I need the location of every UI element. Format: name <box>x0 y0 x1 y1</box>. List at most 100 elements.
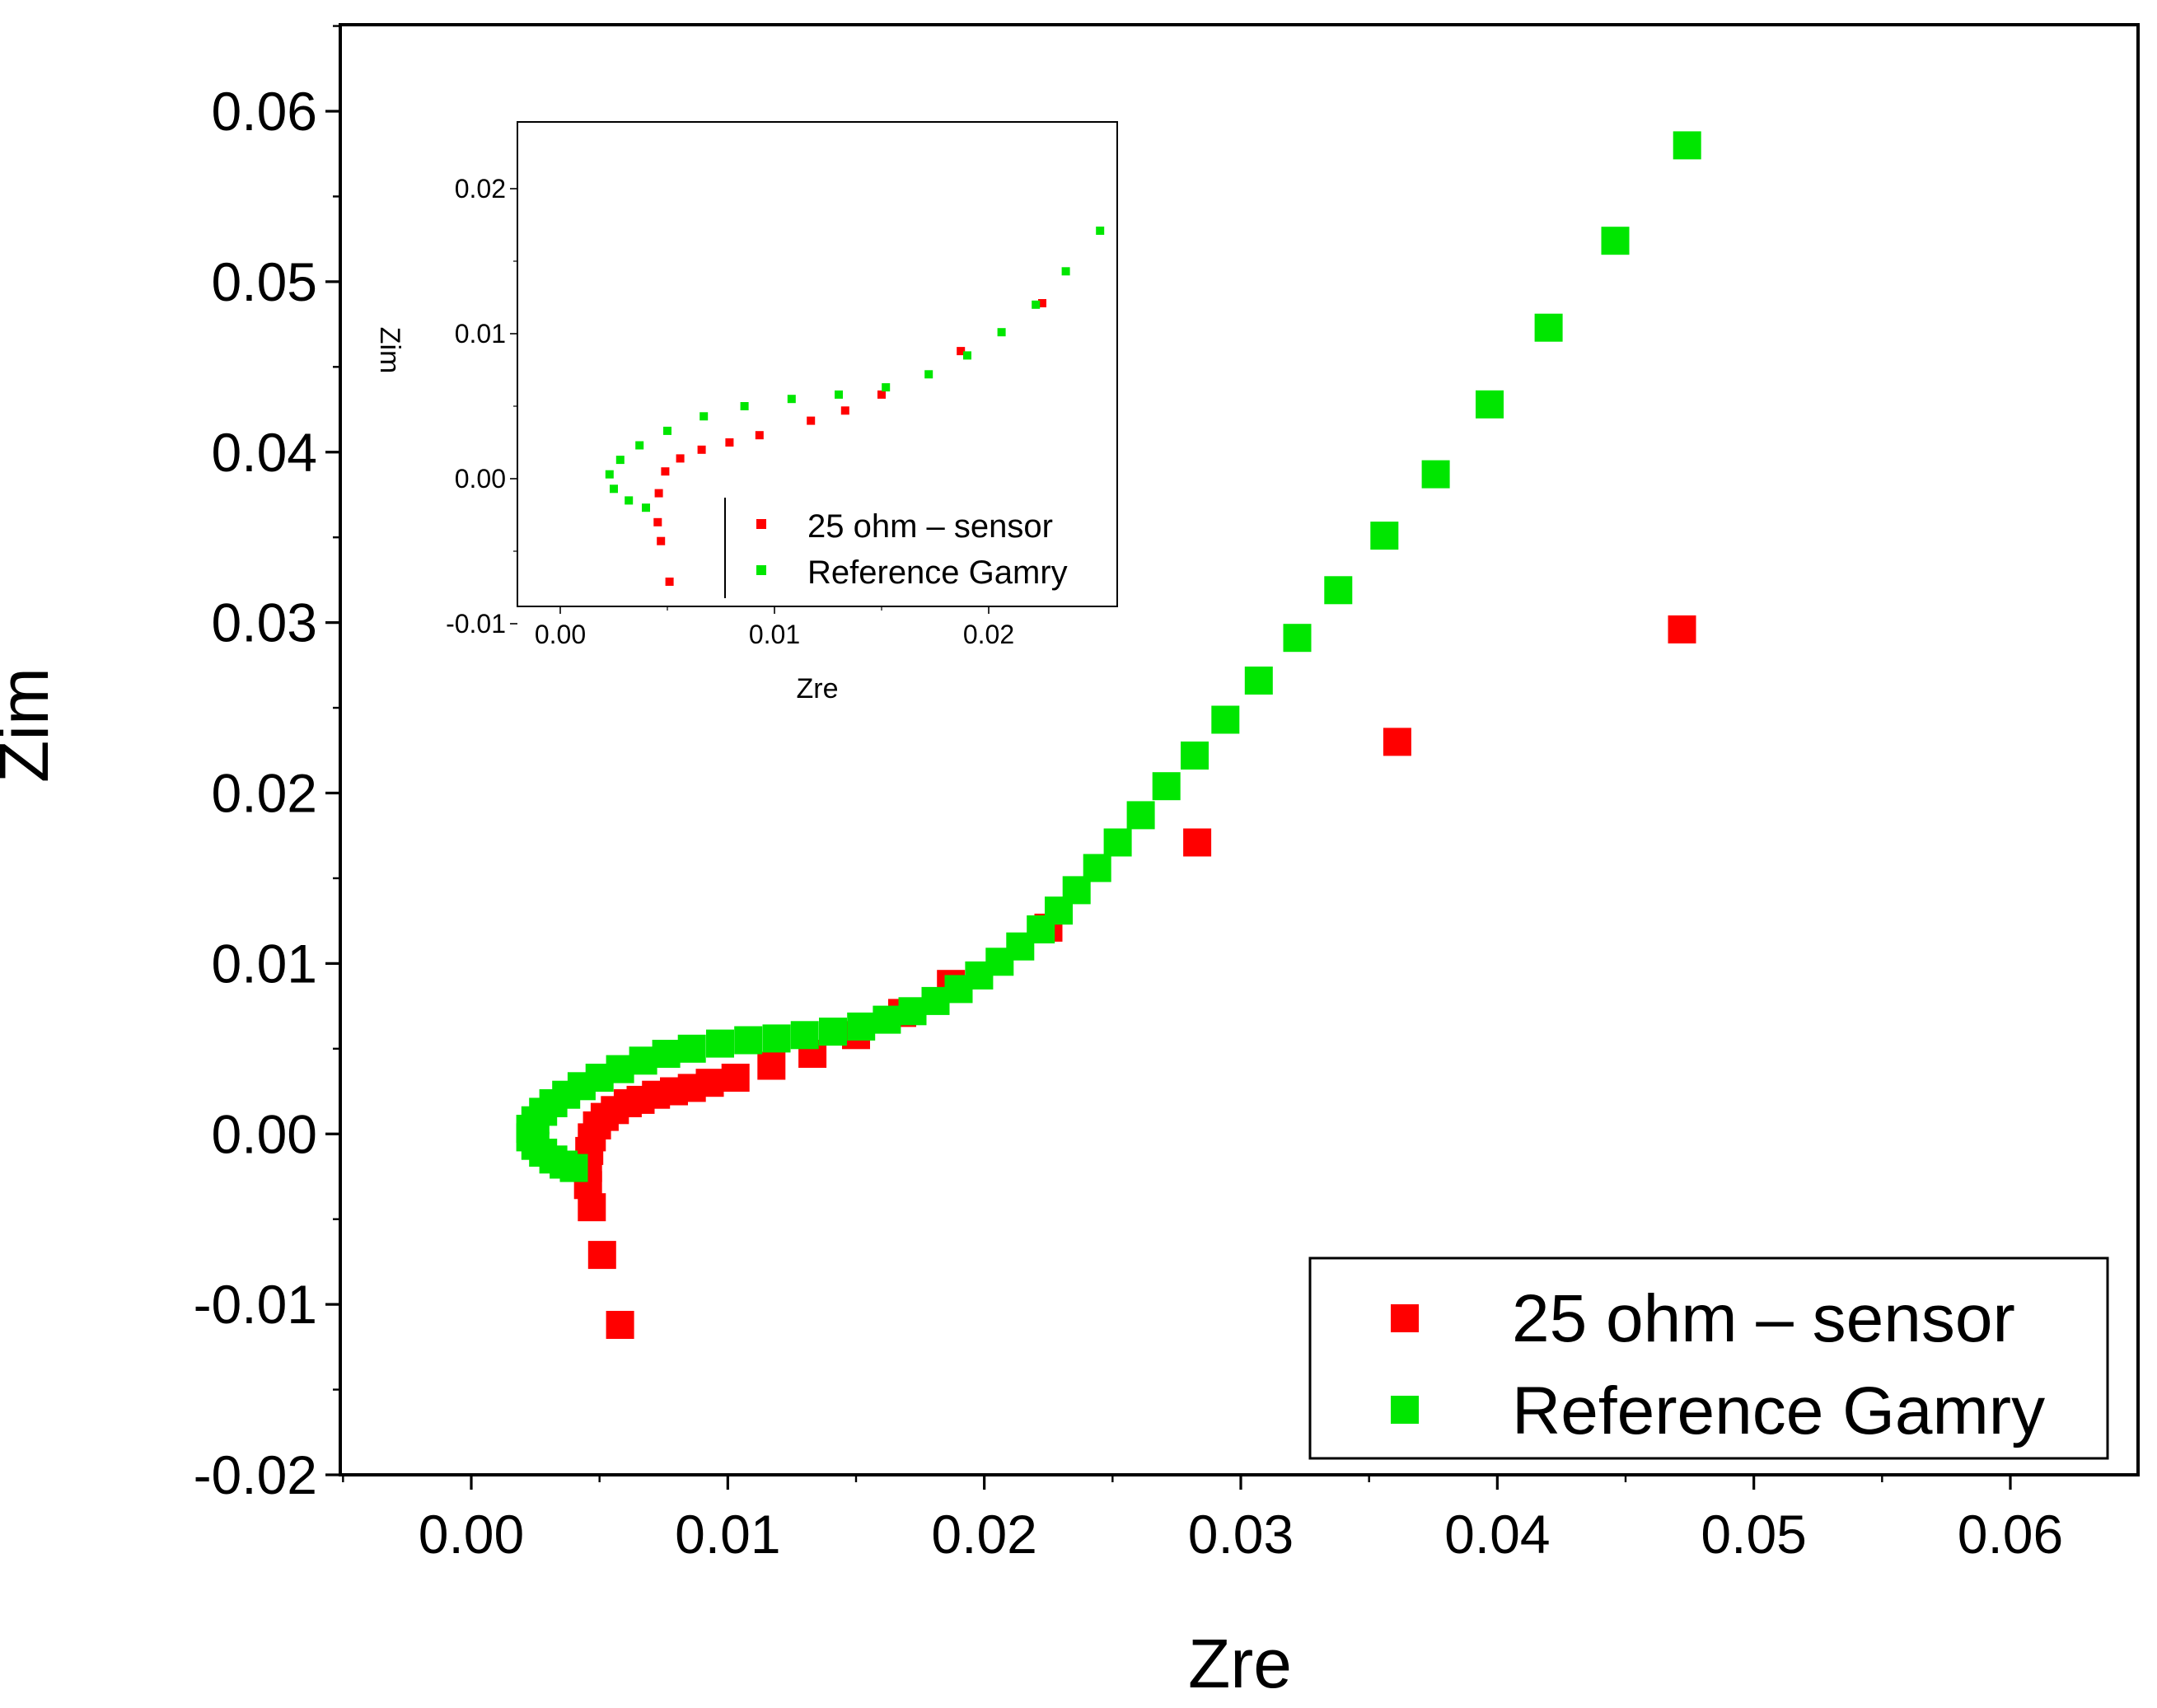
inset-legend-marker-sensor <box>756 519 766 529</box>
main-axes: 0.00 0.01 0.02 0.03 0.04 0.05 0.06-0.02-0.010.… <box>194 23 2140 1565</box>
inset-axes-frame <box>517 121 1118 607</box>
main-y-tick-label: 0.05 <box>212 251 317 312</box>
inset-point-sensor-12 <box>877 390 886 399</box>
main-point-gamry-41 <box>1324 576 1353 605</box>
main-x-axis-label: Zre <box>1188 1625 1292 1702</box>
inset-point-sensor-2 <box>657 536 666 545</box>
main-point-sensor-17 <box>757 1051 786 1080</box>
inset-point-sensor-5 <box>661 467 670 476</box>
main-point-sensor-0 <box>606 1311 634 1339</box>
main-point-gamry-42 <box>1370 522 1399 550</box>
main-point-sensor-1 <box>587 1241 616 1270</box>
inset-y-tick-label: -0.01 <box>446 609 506 639</box>
inset-point-sensor-11 <box>840 406 849 415</box>
main-point-gamry-40 <box>1283 624 1312 653</box>
main-x-tick-label: 0.06 <box>1958 1504 2063 1565</box>
main-point-gamry-23 <box>873 1005 901 1034</box>
main-point-gamry-36 <box>1152 772 1181 801</box>
main-x-tick-label: 0.00 <box>419 1504 524 1565</box>
main-point-gamry-17 <box>706 1029 734 1058</box>
main-point-sensor-15 <box>695 1069 724 1097</box>
main-y-axis-label: Zim <box>0 667 63 783</box>
inset-point-gamry-15 <box>1032 300 1041 309</box>
main-y-tick-label: 0.02 <box>212 763 317 824</box>
inset-point-gamry-17 <box>1096 227 1105 235</box>
inset-y-tick-label: 0.02 <box>455 174 506 204</box>
inset-x-tick-label: 0.02 <box>963 620 1014 649</box>
inset-legend-label-sensor: 25 ohm – sensor <box>807 508 1053 545</box>
main-y-tick-label: -0.01 <box>194 1274 317 1335</box>
main-x-tick-label: 0.04 <box>1444 1504 1550 1565</box>
main-point-sensor-23 <box>1183 828 1212 857</box>
inset-point-gamry-0 <box>642 503 650 512</box>
main-point-gamry-43 <box>1421 460 1450 489</box>
inset-point-gamry-1 <box>625 496 634 505</box>
inset-point-gamry-3 <box>605 470 614 479</box>
inset-legend-marker-gamry <box>756 565 766 575</box>
legend-marker-gamry <box>1391 1396 1419 1424</box>
inset-point-gamry-10 <box>835 390 843 399</box>
inset-point-sensor-8 <box>725 438 734 447</box>
inset-x-axis-label: Zre <box>797 673 839 704</box>
inset-points <box>605 227 1105 586</box>
inset-point-gamry-7 <box>700 412 709 421</box>
inset-point-gamry-9 <box>787 395 796 404</box>
main-point-gamry-21 <box>819 1018 847 1046</box>
main-y-tick-label: 0.04 <box>212 422 317 483</box>
main-point-gamry-44 <box>1476 390 1504 419</box>
main-point-gamry-15 <box>652 1040 681 1068</box>
inset-point-gamry-12 <box>924 370 933 379</box>
main-axes-frame <box>339 23 2140 1476</box>
inset-point-gamry-11 <box>882 383 891 392</box>
inset-point-sensor-14 <box>1038 299 1046 307</box>
main-point-sensor-16 <box>721 1064 750 1092</box>
inset-legend: 25 ohm – sensor Reference Gamry <box>724 498 1068 598</box>
inset-y-tick-label: 0.00 <box>455 464 506 494</box>
main-point-sensor-24 <box>1383 728 1411 756</box>
inset-point-sensor-13 <box>957 347 966 356</box>
inset-point-gamry-6 <box>663 426 671 435</box>
main-x-tick-label: 0.02 <box>931 1504 1036 1565</box>
inset-x-tick-label: 0.01 <box>749 620 800 649</box>
inset-point-gamry-8 <box>740 402 749 410</box>
main-point-gamry-19 <box>762 1024 791 1053</box>
inset-plot: 0.00 0.01 0.02 -0.01 0.00 0.01 0.02 Zim Zre 25… <box>374 121 1118 704</box>
inset-point-sensor-1 <box>665 578 674 586</box>
main-point-gamry-38 <box>1211 705 1240 734</box>
inset-point-sensor-4 <box>654 489 663 498</box>
main-point-gamry-47 <box>1673 131 1701 160</box>
inset-point-gamry-13 <box>963 351 971 360</box>
legend-box <box>1308 1256 2109 1460</box>
inset-background <box>517 122 1117 606</box>
inset-point-gamry-14 <box>997 328 1006 337</box>
main-y-tick-label: 0.01 <box>212 933 317 994</box>
main-point-gamry-18 <box>734 1026 763 1055</box>
main-point-sensor-25 <box>1668 615 1696 643</box>
main-legend: 25 ohm – sensor Reference Gamry <box>1308 1256 2109 1460</box>
main-point-gamry-39 <box>1244 667 1273 695</box>
inset-x-tick-label: 0.00 <box>535 620 586 649</box>
main-point-gamry-45 <box>1534 313 1563 342</box>
legend-label-gamry: Reference Gamry <box>1512 1373 2045 1448</box>
legend-marker-sensor <box>1391 1304 1419 1332</box>
main-x-tick-label: 0.01 <box>675 1504 780 1565</box>
main-x-tick-label: 0.05 <box>1701 1504 1806 1565</box>
inset-legend-label-gamry: Reference Gamry <box>807 555 1068 591</box>
inset-point-gamry-4 <box>615 456 625 465</box>
main-x-tick-label: 0.03 <box>1188 1504 1294 1565</box>
inset-y-axis-label: Zim <box>374 327 405 374</box>
main-y-tick-label: 0.03 <box>212 592 317 653</box>
inset-point-sensor-3 <box>653 517 662 526</box>
main-y-tick-label: 0.06 <box>212 81 317 142</box>
main-point-gamry-34 <box>1103 828 1132 857</box>
main-point-gamry-16 <box>677 1034 706 1063</box>
inset-point-sensor-9 <box>755 431 764 440</box>
main-point-gamry-33 <box>1083 854 1111 882</box>
main-y-tick-label: 0.00 <box>212 1103 317 1164</box>
main-plot: 0.00 0.01 0.02 0.03 0.04 0.05 0.06-0.02-0.010.… <box>0 23 2140 1702</box>
main-y-tick-label: -0.02 <box>194 1444 317 1505</box>
main-point-gamry-46 <box>1601 227 1630 255</box>
inset-y-tick-label: 0.01 <box>455 319 506 349</box>
